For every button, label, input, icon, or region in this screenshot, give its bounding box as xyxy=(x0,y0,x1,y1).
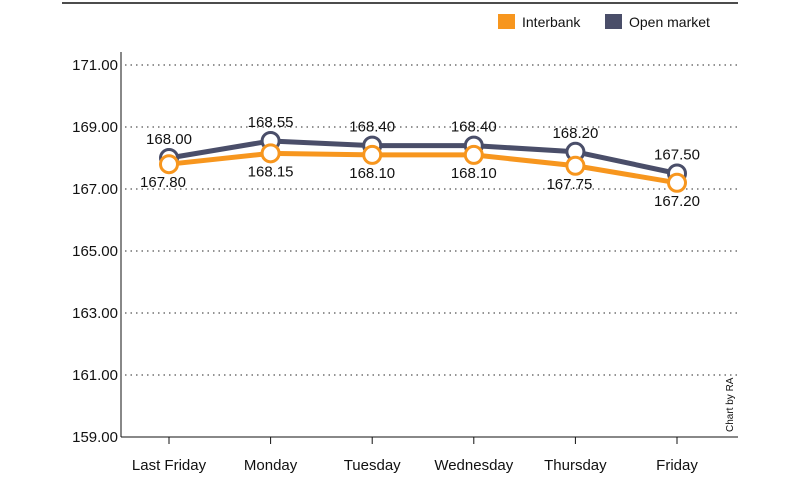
x-tick-label: Tuesday xyxy=(344,457,401,474)
data-label: 167.50 xyxy=(654,147,700,164)
legend-label: Interbank xyxy=(522,14,581,30)
y-tick-label: 161.00 xyxy=(72,367,118,384)
chart-credit: Chart by RA xyxy=(725,377,736,432)
data-label: 167.75 xyxy=(546,176,592,193)
data-point xyxy=(565,155,586,176)
series-line xyxy=(168,138,678,176)
data-label: 168.15 xyxy=(248,163,294,180)
data-point xyxy=(260,143,281,164)
y-tick-label: 165.00 xyxy=(72,243,118,260)
x-tick-label: Wednesday xyxy=(434,457,513,474)
series: 167.80 168.15 168.10 168.10 167.75 167.20 168.… xyxy=(140,114,700,210)
legend: Interbank Open market xyxy=(498,14,710,30)
data-label: 168.10 xyxy=(451,165,497,182)
x-tick-label: Monday xyxy=(244,457,298,474)
legend-swatch xyxy=(498,14,515,29)
data-point xyxy=(463,144,484,165)
data-point xyxy=(362,144,383,165)
x-tick-label: Thursday xyxy=(544,457,607,474)
x-tick-label: Last Friday xyxy=(132,457,207,474)
legend-swatch xyxy=(605,14,622,29)
data-point xyxy=(667,172,687,193)
data-label: 167.20 xyxy=(654,193,700,210)
x-tick-label: Friday xyxy=(656,457,698,474)
y-tick-label: 167.00 xyxy=(72,181,118,198)
data-label: 168.40 xyxy=(451,119,497,136)
y-tick-labels: 159.00 161.00 163.00 165.00 167.00 169.00 171.… xyxy=(72,57,118,446)
data-label: 168.40 xyxy=(349,119,395,136)
data-label: 167.80 xyxy=(140,174,186,191)
y-tick-label: 163.00 xyxy=(72,305,118,322)
y-tick-label: 171.00 xyxy=(72,57,118,74)
data-label: 168.55 xyxy=(248,114,294,131)
data-point xyxy=(159,154,179,175)
y-tick-label: 159.00 xyxy=(72,429,118,446)
gridlines xyxy=(125,64,738,376)
series-line xyxy=(168,150,678,186)
y-tick-label: 169.00 xyxy=(72,119,118,136)
data-label: 168.20 xyxy=(552,125,598,142)
data-label: 168.00 xyxy=(146,131,192,148)
x-tick-labels: Last Friday Monday Tuesday Wednesday Thursda… xyxy=(132,437,698,474)
data-label: 168.10 xyxy=(349,165,395,182)
legend-label: Open market xyxy=(629,14,710,30)
